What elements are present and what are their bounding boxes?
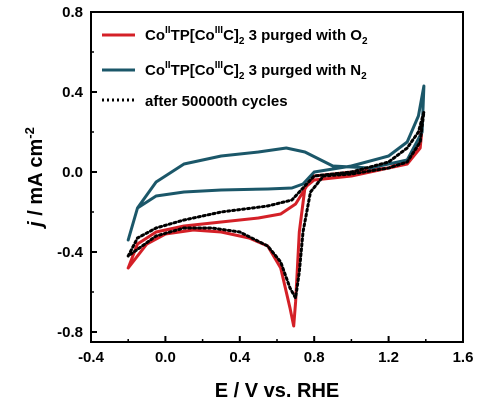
x-axis-ticks: -0.4 0.0 0.4 0.8 1.2 1.6 xyxy=(78,336,473,366)
legend-label-n2: CoIITP[CoIIIC]2 3 purged with N2 xyxy=(145,60,367,82)
series-line-2 xyxy=(126,110,426,300)
legend-label-cycles: after 50000th cycles xyxy=(145,93,288,110)
y-tick-label: 0.4 xyxy=(62,84,84,101)
y-tick-label: 0.0 xyxy=(62,164,83,181)
x-tick-label: 0.4 xyxy=(229,349,251,366)
x-tick-label: 1.6 xyxy=(453,349,474,366)
x-tick-label: 0.0 xyxy=(155,349,176,366)
series-layer xyxy=(126,84,426,328)
y-tick-label: -0.4 xyxy=(57,244,84,261)
x-tick-label: 0.8 xyxy=(304,349,325,366)
x-tick-label: -0.4 xyxy=(78,349,105,366)
series-line-1 xyxy=(126,84,426,242)
legend: CoIITP[CoIIIC]2 3 purged with O2 CoIITP[… xyxy=(102,25,368,110)
y-tick-label: -0.8 xyxy=(57,324,83,341)
x-tick-label: 1.2 xyxy=(378,349,399,366)
x-axis-title: E / V vs. RHE xyxy=(215,380,340,402)
y-axis-title: j / mA cm-2 xyxy=(22,127,47,230)
legend-label-o2: CoIITP[CoIIIC]2 3 purged with O2 xyxy=(145,25,368,47)
y-axis-ticks: -0.8 -0.4 0.0 0.4 0.8 xyxy=(57,4,97,341)
y-tick-label: 0.8 xyxy=(62,4,83,21)
